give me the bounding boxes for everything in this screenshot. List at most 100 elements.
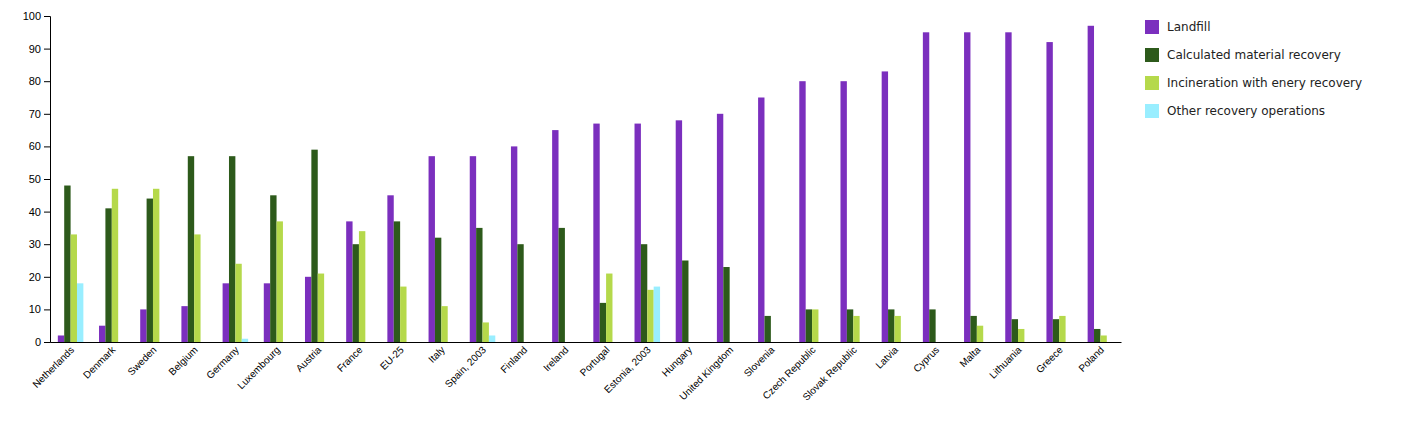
y-tick-label: 30 bbox=[29, 238, 41, 250]
x-tick: United Kingdom bbox=[677, 342, 735, 402]
x-tick-label: Italy bbox=[426, 344, 447, 365]
y-tick-mark bbox=[44, 277, 50, 278]
x-tick-label: Ireland bbox=[541, 344, 570, 373]
x-tick-label: Poland bbox=[1076, 344, 1106, 374]
bar bbox=[1046, 42, 1052, 342]
bar bbox=[977, 326, 983, 342]
bar bbox=[717, 114, 723, 342]
y-tick: 90 bbox=[29, 43, 50, 55]
bar bbox=[853, 316, 859, 342]
y-axis: 0102030405060708090100 bbox=[23, 10, 51, 348]
x-tick: Luxembourg bbox=[235, 342, 282, 391]
x-tick-label: Lithuania bbox=[987, 344, 1024, 381]
x-tick: Ireland bbox=[541, 342, 570, 374]
bar-series bbox=[71, 189, 1107, 342]
y-tick: 60 bbox=[29, 140, 50, 152]
y-tick: 40 bbox=[29, 206, 50, 218]
y-tick-mark bbox=[44, 146, 50, 147]
x-tick-label: France bbox=[335, 344, 365, 374]
bar bbox=[517, 244, 523, 342]
x-tick-label: Portugal bbox=[578, 344, 612, 378]
x-tick: Belgium bbox=[166, 342, 199, 377]
y-tick-mark bbox=[44, 309, 50, 310]
y-axis-line bbox=[44, 17, 51, 343]
bar bbox=[118, 342, 124, 343]
x-tick-label: Hungary bbox=[660, 344, 695, 379]
x-tick-label: Finland bbox=[498, 344, 529, 375]
x-tick-label: Greece bbox=[1034, 344, 1065, 375]
bar bbox=[600, 303, 606, 342]
y-tick-label: 80 bbox=[29, 75, 41, 87]
bar bbox=[1053, 319, 1059, 342]
y-tick-mark bbox=[44, 244, 50, 245]
bar bbox=[400, 287, 406, 342]
bar bbox=[764, 316, 770, 342]
y-tick: 80 bbox=[29, 75, 50, 87]
y-tick-mark bbox=[44, 81, 50, 82]
bar bbox=[847, 309, 853, 342]
bar bbox=[346, 221, 352, 342]
x-axis: NetherlandsDenmarkSwedenBelgiumGermanyLu… bbox=[30, 342, 1121, 403]
legend-swatch bbox=[1145, 76, 1159, 90]
bar bbox=[283, 342, 289, 343]
bar bbox=[882, 71, 888, 342]
bar bbox=[242, 339, 248, 342]
x-tick-label: Latvia bbox=[873, 344, 900, 371]
bar bbox=[112, 189, 118, 342]
legend-label: Other recovery operations bbox=[1167, 104, 1325, 118]
x-tick-label: Sweden bbox=[125, 344, 158, 377]
bar bbox=[530, 342, 536, 343]
bar bbox=[105, 208, 111, 342]
x-tick: Finland bbox=[498, 342, 529, 375]
x-tick-label: EU-25 bbox=[378, 344, 406, 372]
legend-item: Landfill bbox=[1145, 20, 1211, 34]
x-tick-label: Belgium bbox=[166, 344, 199, 377]
x-tick-label: Estonia, 2003 bbox=[602, 344, 653, 395]
bar bbox=[194, 234, 200, 342]
bar bbox=[470, 156, 476, 342]
bar bbox=[223, 283, 229, 342]
y-tick-mark bbox=[44, 16, 50, 17]
bar bbox=[806, 309, 812, 342]
y-tick: 0 bbox=[35, 336, 50, 348]
bar bbox=[730, 342, 736, 343]
bar bbox=[264, 283, 270, 342]
bars bbox=[58, 26, 1107, 342]
y-tick: 70 bbox=[29, 108, 50, 120]
x-tick: Cyprus bbox=[911, 342, 941, 374]
bar bbox=[277, 221, 283, 342]
x-tick: Estonia, 2003 bbox=[602, 342, 653, 395]
bar bbox=[799, 81, 805, 342]
y-tick-mark bbox=[44, 342, 50, 343]
bar bbox=[153, 189, 159, 342]
x-tick: Italy bbox=[426, 342, 447, 365]
x-tick: Lithuania bbox=[987, 342, 1024, 381]
bar bbox=[441, 306, 447, 342]
bar bbox=[758, 98, 764, 343]
bar bbox=[1100, 335, 1106, 342]
x-tick: France bbox=[335, 342, 365, 374]
bar bbox=[359, 231, 365, 342]
bar bbox=[181, 306, 187, 342]
bar bbox=[1059, 316, 1065, 342]
legend-swatch bbox=[1145, 104, 1159, 118]
bar bbox=[58, 335, 64, 342]
bar bbox=[318, 274, 324, 342]
bar bbox=[140, 309, 146, 342]
x-tick: Netherlands bbox=[30, 342, 76, 390]
legend-label: Calculated material recovery bbox=[1167, 48, 1341, 62]
x-tick: Portugal bbox=[578, 342, 612, 378]
y-tick: 30 bbox=[29, 238, 50, 250]
x-tick-label: Spain, 2003 bbox=[443, 344, 489, 390]
bar bbox=[647, 290, 653, 342]
y-tick-mark bbox=[44, 49, 50, 50]
bar bbox=[606, 274, 612, 342]
bar bbox=[99, 326, 105, 342]
x-tick: Malta bbox=[957, 342, 982, 369]
bar bbox=[394, 221, 400, 342]
bar bbox=[407, 342, 413, 343]
bar bbox=[64, 186, 70, 342]
x-tick-label: Netherlands bbox=[30, 344, 76, 390]
x-tick: Hungary bbox=[660, 342, 695, 379]
x-tick: EU-25 bbox=[378, 342, 406, 372]
